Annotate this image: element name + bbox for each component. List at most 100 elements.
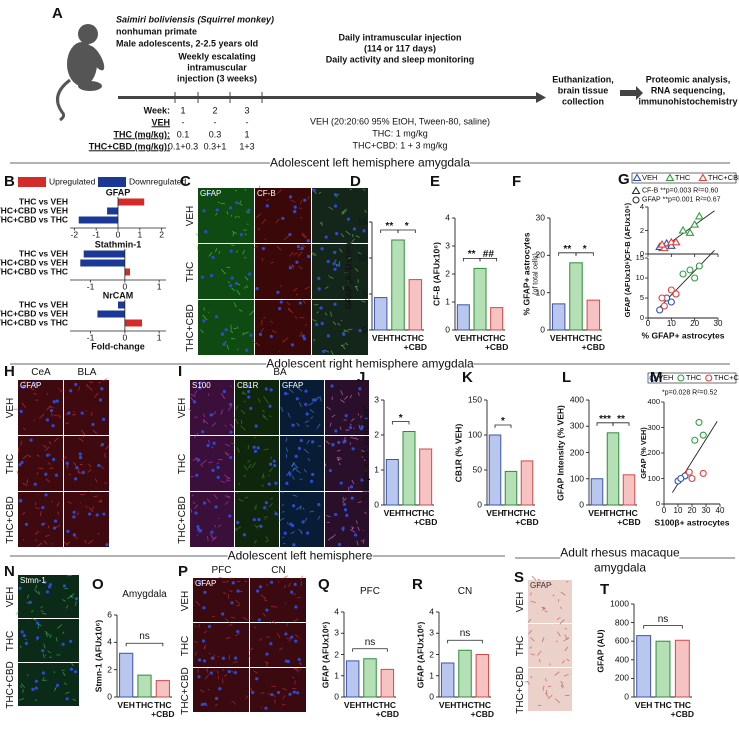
texture	[47, 650, 52, 654]
y-tick-label: 20	[535, 249, 545, 260]
nucleus	[317, 503, 321, 507]
bar	[118, 301, 125, 309]
micrograph	[18, 436, 63, 491]
nucleus	[341, 527, 345, 531]
texture	[306, 424, 309, 428]
row-label: THC vs VEH	[18, 248, 68, 259]
texture	[82, 433, 86, 438]
texture	[254, 524, 259, 529]
texture	[22, 455, 27, 460]
texture	[73, 462, 77, 467]
texture	[229, 385, 232, 387]
texture	[537, 582, 542, 586]
texture	[312, 319, 317, 322]
texture	[283, 235, 290, 241]
step-text: brain tissue	[557, 85, 609, 96]
nucleus	[214, 505, 218, 509]
annotation-marker	[632, 196, 640, 204]
nucleus	[302, 337, 307, 341]
texture	[223, 592, 227, 595]
texture	[355, 235, 360, 238]
texture	[30, 610, 34, 613]
nucleus	[255, 677, 259, 681]
section-header: Adolescent left hemisphere	[227, 548, 373, 563]
micrograph	[528, 668, 572, 711]
texture	[42, 653, 45, 659]
phase-text: (114 or 117 days)	[363, 43, 437, 54]
texture	[232, 231, 237, 235]
texture	[208, 461, 213, 464]
nucleus	[255, 287, 259, 291]
sig-label: ns	[139, 631, 150, 643]
texture	[261, 475, 264, 479]
texture	[292, 494, 298, 497]
texture	[227, 496, 231, 499]
y-tick-label: 15	[635, 253, 644, 263]
sig-bracket	[447, 639, 483, 644]
nucleus	[234, 281, 239, 286]
texture	[93, 495, 98, 498]
y-tick-label: 800	[614, 617, 629, 628]
texture	[293, 463, 299, 468]
texture	[246, 223, 249, 225]
texture	[63, 682, 67, 686]
texture	[240, 409, 246, 415]
y-tick-label: 0	[445, 324, 450, 335]
x-tick-label: THC	[361, 700, 379, 710]
bar	[118, 198, 145, 206]
texture	[275, 218, 280, 224]
texture	[224, 501, 229, 505]
texture	[287, 522, 289, 525]
texture	[288, 307, 294, 314]
texture	[203, 419, 209, 424]
texture	[76, 512, 80, 516]
micrograph	[198, 188, 254, 243]
nucleus	[258, 585, 263, 589]
x-tick-label: 20	[687, 505, 697, 515]
texture	[243, 474, 247, 478]
nucleus	[41, 505, 45, 510]
nucleus	[207, 624, 212, 629]
texture	[332, 321, 337, 326]
nucleus	[294, 605, 298, 609]
texture	[62, 599, 67, 602]
texture	[230, 442, 236, 446]
texture	[563, 637, 569, 642]
texture	[33, 393, 37, 395]
texture	[260, 327, 264, 333]
texture	[343, 439, 347, 442]
texture	[547, 694, 553, 700]
x-tick-label: 30	[701, 505, 711, 515]
texture	[342, 209, 348, 214]
nucleus	[333, 267, 337, 271]
texture	[190, 508, 193, 513]
texture	[97, 532, 100, 535]
species: Saimiri boliviensis (Squirrel monkey)	[116, 14, 275, 25]
texture	[566, 658, 570, 662]
texture	[222, 581, 226, 583]
nucleus	[291, 504, 296, 508]
texture	[282, 575, 288, 579]
texture	[26, 601, 30, 604]
y-tick-label: 1	[429, 670, 434, 681]
y-tick-label: 100	[569, 473, 584, 484]
texture	[340, 399, 345, 403]
x-tick-label: 1	[156, 281, 162, 292]
texture	[365, 470, 367, 474]
bar	[408, 279, 423, 331]
bar	[80, 259, 125, 267]
texture	[267, 693, 270, 696]
texture	[327, 536, 333, 541]
nucleus	[311, 398, 316, 402]
texture	[227, 281, 230, 284]
dose-cell: -	[213, 117, 217, 128]
texture	[237, 348, 239, 351]
texture	[34, 589, 39, 594]
texture	[18, 698, 25, 701]
texture	[216, 670, 219, 675]
point	[657, 240, 667, 248]
texture	[26, 594, 30, 599]
texture	[202, 314, 204, 317]
micrograph	[255, 300, 311, 355]
